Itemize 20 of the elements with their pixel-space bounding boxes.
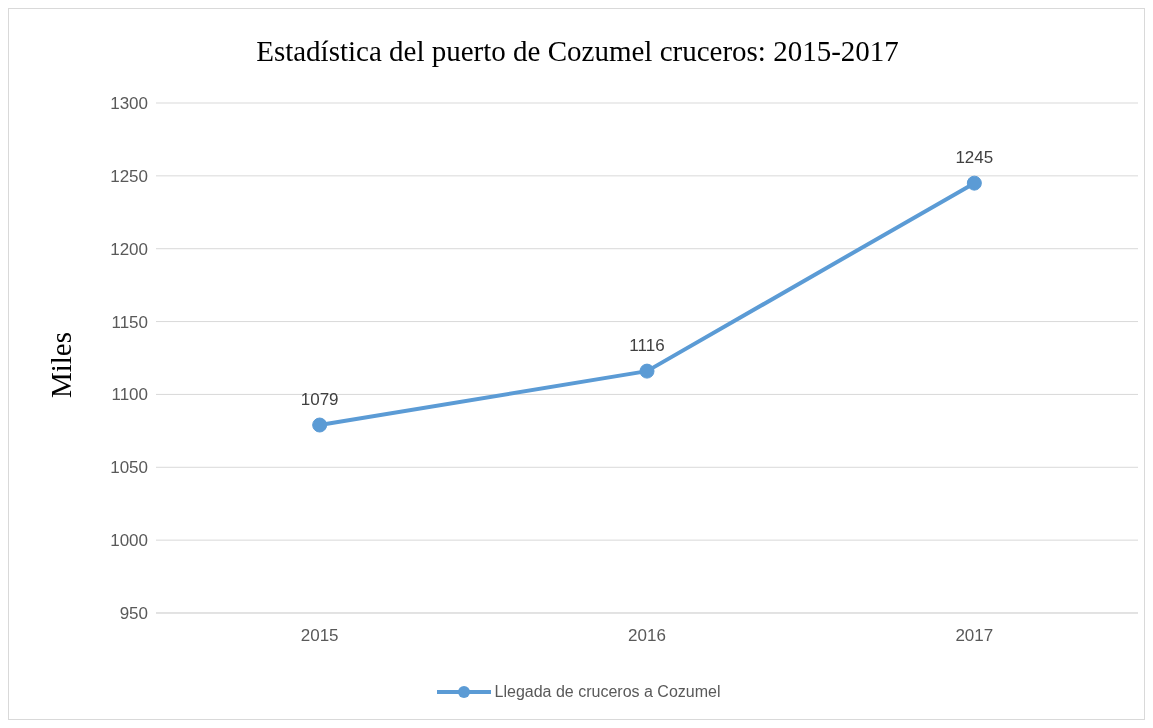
- y-tick-label: 1300: [110, 94, 148, 114]
- y-tick-label: 1000: [110, 531, 148, 551]
- legend-label: Llegada de cruceros a Cozumel: [494, 683, 721, 701]
- y-tick-label: 1100: [111, 385, 148, 405]
- y-tick-label: 1200: [110, 239, 148, 259]
- y-axis-title: Miles: [44, 331, 78, 399]
- x-tick-label: 2016: [628, 626, 666, 646]
- point: [312, 417, 328, 433]
- x-tick-label: 2017: [955, 626, 994, 646]
- data-label: 1079: [300, 390, 339, 410]
- data-label: 1116: [629, 336, 665, 356]
- point: [639, 363, 655, 379]
- data-label: 1245: [955, 148, 994, 168]
- x-tick-label: 2015: [300, 626, 339, 646]
- y-tick-label: 950: [119, 604, 148, 624]
- point: [966, 175, 982, 191]
- chart-title: Estadística del puerto de Cozumel cruceros: 2015-2017: [255, 35, 900, 68]
- y-tick-label: 1250: [110, 166, 148, 186]
- y-tick-label: 1150: [111, 312, 148, 332]
- y-tick-label: 1050: [110, 458, 148, 478]
